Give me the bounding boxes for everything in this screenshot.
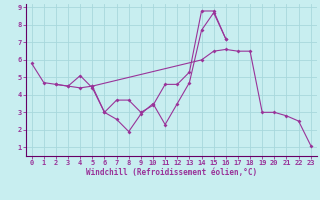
X-axis label: Windchill (Refroidissement éolien,°C): Windchill (Refroidissement éolien,°C): [86, 168, 257, 177]
